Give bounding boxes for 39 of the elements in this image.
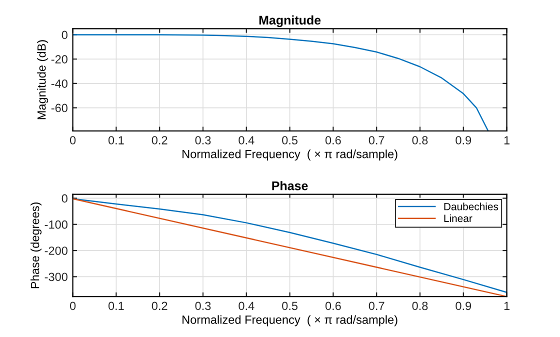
x-tick-label: 0.8 — [412, 136, 428, 144]
x-tick-label: 0.1 — [108, 136, 124, 144]
y-tick-label: -100 — [44, 220, 68, 229]
y-axis-title: Phase (degrees) — [30, 202, 42, 288]
x-tick-label: 0 — [70, 136, 76, 144]
x-tick-label: 0.2 — [152, 136, 168, 144]
y-tick-label: 0 — [62, 30, 68, 40]
x-tick-label: 0.9 — [456, 136, 472, 144]
x-axis-title: Normalized Frequency ( × π rad/sample) — [182, 315, 398, 326]
x-tick-label: 0.2 — [152, 302, 168, 310]
x-tick-label: 0.7 — [368, 136, 384, 144]
x-tick-label: 0.5 — [282, 302, 298, 310]
x-tick-label: 0.4 — [238, 136, 254, 144]
x-tick-label: 1 — [504, 302, 510, 310]
line-series — [72, 34, 489, 131]
y-tick-label: -60 — [51, 104, 68, 112]
y-tick-label: 0 — [62, 194, 68, 203]
x-tick-label: 0.6 — [325, 136, 341, 144]
x-tick-label: 0.7 — [368, 302, 384, 310]
x-tick-label: 0.3 — [195, 136, 211, 144]
x-tick-label: 0.4 — [238, 302, 254, 310]
y-tick-label: -200 — [44, 246, 68, 255]
x-tick-label: 0.3 — [195, 302, 211, 310]
y-tick-label: -300 — [44, 272, 68, 282]
x-axis-title: Normalized Frequency ( × π rad/sample) — [182, 150, 398, 161]
chart-title: Phase — [272, 181, 308, 190]
y-tick-label: -40 — [51, 79, 68, 88]
x-tick-label: 1 — [504, 136, 510, 144]
y-axis-title: Magnitude (dB) — [37, 40, 48, 120]
legend-label: Daubechies — [444, 202, 498, 210]
legend-label: Linear — [444, 214, 472, 222]
x-tick-label: 0 — [70, 302, 76, 310]
x-tick-label: 0.5 — [282, 136, 298, 144]
x-tick-label: 0.1 — [108, 302, 124, 310]
x-tick-label: 0.8 — [412, 302, 428, 310]
x-tick-label: 0.6 — [325, 302, 341, 310]
x-tick-label: 0.9 — [456, 302, 472, 310]
y-tick-label: -20 — [51, 55, 68, 64]
chart-title: Magnitude — [259, 15, 321, 28]
